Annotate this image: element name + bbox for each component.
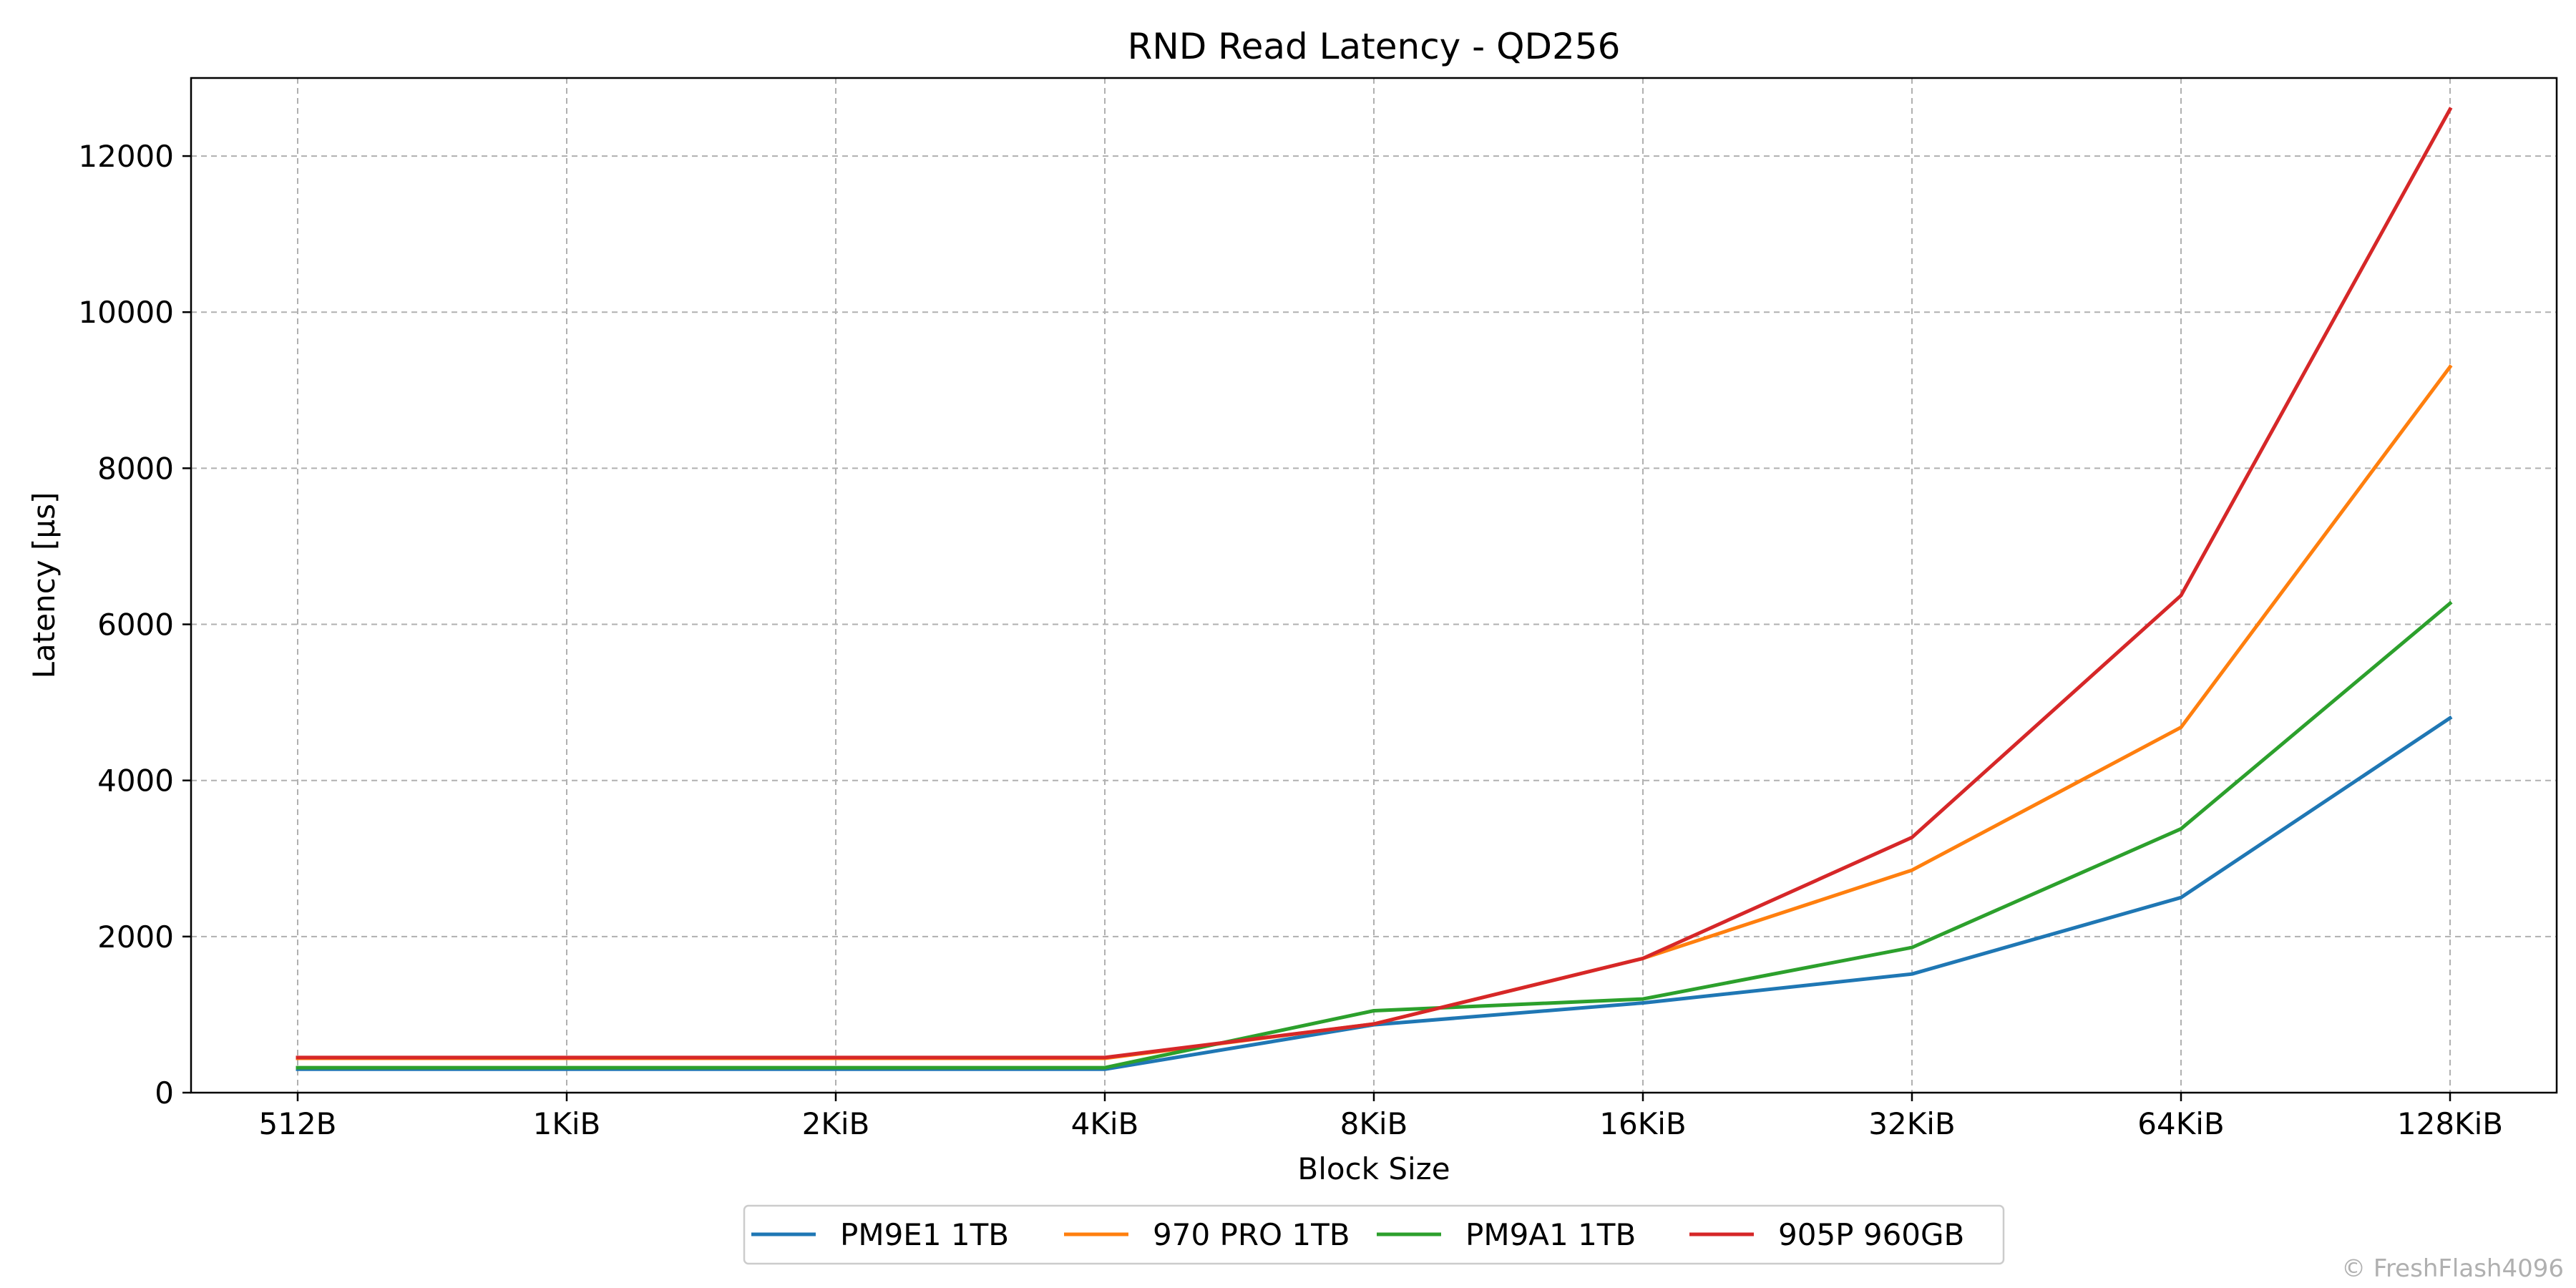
legend-entry-label: PM9E1 1TB bbox=[840, 1217, 1009, 1252]
y-tick-label: 6000 bbox=[97, 608, 174, 643]
series-lines bbox=[296, 107, 2453, 1071]
x-tick-label: 32KiB bbox=[1868, 1106, 1955, 1141]
x-axis: 512B 1KiB 2KiB 4KiB 8KiB 16KiB 32KiB 64KiB 128Ki… bbox=[259, 1093, 2503, 1141]
x-tick-label: 16KiB bbox=[1599, 1106, 1686, 1141]
y-axis-label: Latency [µs] bbox=[26, 492, 62, 679]
legend: PM9E1 1TB 970 PRO 1TB PM9A1 1TB 905P 960GB bbox=[743, 1204, 2005, 1265]
x-tick-label: 64KiB bbox=[2137, 1106, 2224, 1141]
series-line bbox=[296, 600, 2453, 1070]
series-line bbox=[296, 107, 2453, 1060]
x-tick-label: 4KiB bbox=[1071, 1106, 1139, 1141]
chart-title: RND Read Latency - QD256 bbox=[1128, 26, 1621, 67]
y-tick-label: 0 bbox=[155, 1075, 174, 1111]
y-tick-label: 12000 bbox=[78, 139, 174, 174]
x-tick-label: 2KiB bbox=[802, 1106, 870, 1141]
y-tick-label: 4000 bbox=[97, 763, 174, 799]
x-tick-label: 512B bbox=[259, 1106, 337, 1141]
legend-entry-label: 970 PRO 1TB bbox=[1153, 1217, 1350, 1252]
legend-entry-label: 905P 960GB bbox=[1778, 1217, 1964, 1252]
watermark-text: © FreshFlash4096 bbox=[2341, 1254, 2564, 1283]
y-tick-label: 8000 bbox=[97, 451, 174, 486]
legend-entry-label: PM9A1 1TB bbox=[1465, 1217, 1636, 1252]
x-tick-label: 128KiB bbox=[2397, 1106, 2503, 1141]
x-axis-label: Block Size bbox=[1297, 1151, 1450, 1186]
y-tick-label: 2000 bbox=[97, 919, 174, 955]
legend-box bbox=[743, 1204, 2005, 1265]
x-tick-label: 1KiB bbox=[533, 1106, 601, 1141]
x-tick-label: 8KiB bbox=[1340, 1106, 1408, 1141]
y-axis: 0 2000 4000 6000 8000 10000 12000 bbox=[78, 139, 191, 1111]
y-tick-label: 10000 bbox=[78, 295, 174, 330]
